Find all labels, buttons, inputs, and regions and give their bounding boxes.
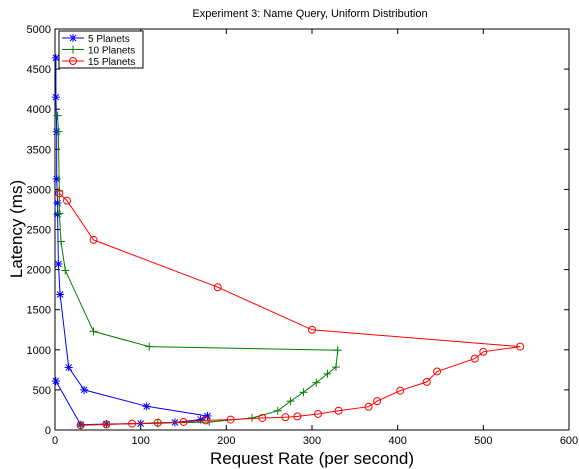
data-point	[396, 386, 405, 395]
x-tick-label: 500	[474, 435, 492, 447]
x-axis: 0 100 200 300 400 500 600	[52, 29, 578, 447]
data-point	[56, 237, 65, 246]
data-point	[470, 354, 479, 363]
data-point	[313, 409, 322, 418]
data-point	[89, 327, 98, 336]
legend-label: 15 Planets	[88, 57, 135, 68]
data-point	[62, 196, 71, 205]
data-point	[308, 325, 316, 334]
y-axis: 0 500 1000 1500 2000 2500 3000 3500 4000 4500 5000	[27, 24, 569, 437]
data-point	[299, 388, 308, 397]
data-point	[145, 342, 154, 351]
data-point	[51, 377, 60, 386]
data-point	[226, 415, 235, 424]
chart-title: Experiment 3: Name Query, Uniform Distri…	[192, 8, 427, 20]
legend-entry: 5 Planets	[62, 34, 130, 45]
data-point	[331, 363, 340, 372]
data-point	[142, 402, 151, 411]
y-tick-label: 4500	[27, 64, 51, 76]
data-point	[51, 53, 60, 62]
data-point	[312, 378, 321, 387]
legend-marker	[69, 45, 77, 54]
data-point	[56, 290, 65, 299]
y-tick-label: 1500	[27, 305, 51, 317]
y-tick-label: 3500	[27, 144, 51, 156]
data-point	[64, 363, 73, 372]
x-tick-label: 600	[560, 435, 578, 447]
data-point	[433, 367, 442, 376]
data-point	[55, 189, 64, 198]
data-point	[89, 235, 98, 244]
data-point	[128, 419, 137, 428]
data-point	[203, 411, 212, 420]
series-line	[57, 115, 339, 426]
legend-marker	[69, 34, 77, 42]
data-point	[334, 406, 343, 415]
data-point	[286, 397, 295, 406]
data-point	[53, 199, 62, 208]
data-point	[61, 266, 70, 275]
series-15-planets	[55, 189, 525, 430]
x-tick-label: 400	[388, 435, 406, 447]
data-point	[258, 413, 267, 422]
plot-area	[54, 28, 570, 431]
data-point	[516, 342, 525, 351]
x-axis-label: Request Rate (per second)	[210, 449, 414, 468]
y-tick-label: 0	[45, 425, 51, 437]
data-point	[80, 385, 89, 394]
legend-entry: 15 Planets	[62, 57, 135, 68]
legend-label: 5 Planets	[88, 34, 130, 45]
data-point	[323, 369, 332, 378]
data-point	[201, 416, 210, 425]
data-point	[479, 347, 488, 356]
legend-marker	[69, 57, 77, 65]
y-tick-label: 3000	[27, 184, 51, 196]
legend-label: 10 Planets	[88, 46, 135, 57]
data-point	[273, 406, 282, 415]
y-tick-label: 5000	[27, 24, 51, 36]
data-point	[53, 210, 62, 219]
series-5-planets	[51, 53, 212, 429]
y-tick-label: 2000	[27, 265, 51, 277]
y-tick-label: 500	[33, 385, 51, 397]
x-tick-label: 100	[131, 435, 149, 447]
series-line	[58, 193, 521, 426]
data-point	[213, 283, 222, 292]
x-tick-label: 0	[52, 435, 58, 447]
data-point	[51, 93, 60, 102]
y-tick-label: 2500	[27, 225, 51, 237]
data-point	[293, 412, 302, 421]
data-point	[422, 377, 431, 386]
data-point	[364, 402, 373, 411]
x-tick-label: 300	[303, 435, 321, 447]
data-point	[333, 346, 342, 355]
y-tick-label: 1000	[27, 345, 51, 357]
y-tick-label: 4000	[27, 104, 51, 116]
series-layer	[51, 53, 525, 430]
legend-entry: 10 Planets	[62, 45, 135, 57]
x-tick-label: 200	[217, 435, 235, 447]
data-point	[53, 111, 62, 120]
data-point	[55, 209, 64, 218]
series-line	[55, 57, 210, 426]
data-point	[281, 413, 290, 422]
data-point	[54, 259, 63, 268]
data-point	[76, 421, 85, 430]
data-point	[54, 127, 63, 136]
series-10-planets	[53, 111, 342, 430]
data-point	[153, 418, 162, 427]
data-point	[102, 420, 111, 429]
data-point	[179, 417, 188, 426]
data-point	[373, 397, 382, 406]
y-axis-label: Latency (ms)	[7, 180, 26, 278]
